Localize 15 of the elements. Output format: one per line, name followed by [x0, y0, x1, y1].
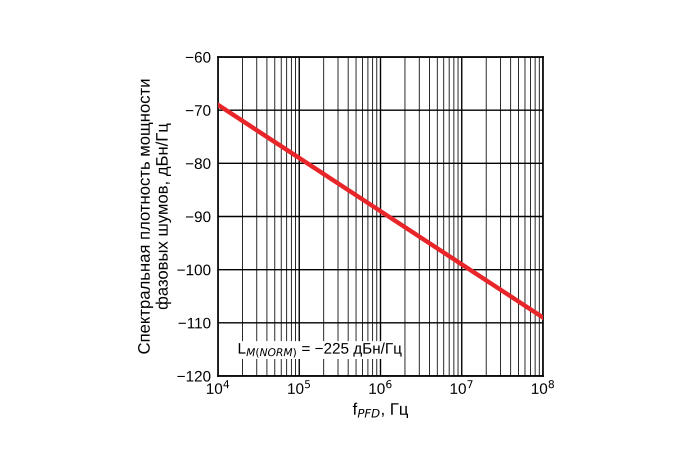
x-tick-label: 10$^{8}$	[532, 380, 554, 394]
y-tick-label: −70	[186, 105, 210, 116]
y-tick-label: −110	[178, 318, 210, 329]
x-tick-label: 10$^{5}$	[288, 380, 310, 394]
y-tick-label: −100	[177, 264, 210, 276]
x-axis-title: f$_{PFD}$, Гц	[352, 402, 408, 418]
y-tick-label: −120	[177, 370, 210, 382]
y-axis-title: Спектральная плотность мощности фазовых шумов, дБн/Гц	[138, 80, 172, 354]
x-tick-label: 10$^{7}$	[450, 380, 473, 394]
y-tick-label: −60	[186, 52, 210, 63]
line-series	[218, 102, 543, 320]
y-tick-label: −80	[186, 158, 210, 170]
y-tick-label: −90	[186, 211, 210, 222]
annotation: L$_{M(NORM)}$ = −225 дБн/Гц	[238, 342, 402, 358]
x-tick-label: 10$^{6}$	[369, 380, 392, 394]
